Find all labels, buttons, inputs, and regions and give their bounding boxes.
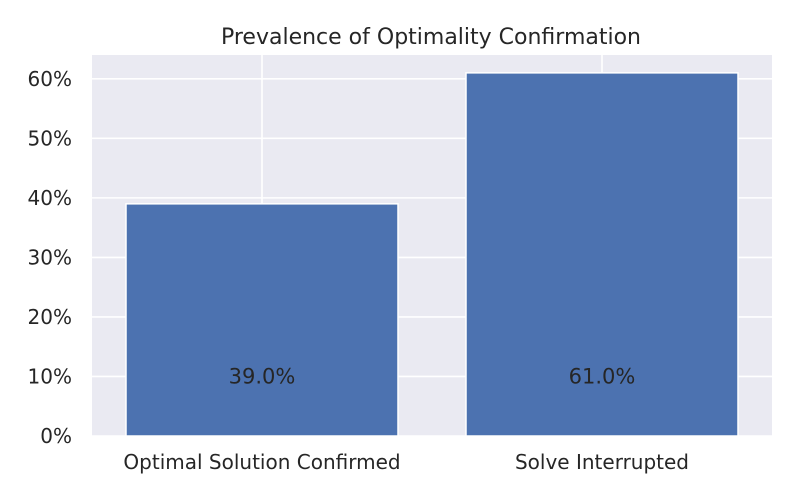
y-tick-label: 60% [28, 67, 72, 91]
y-tick-label: 40% [28, 186, 72, 210]
bar-value-label: 39.0% [229, 364, 296, 388]
bar [125, 203, 399, 437]
y-tick-label: 10% [28, 364, 72, 388]
y-tick-label: 0% [40, 424, 72, 448]
bar [465, 72, 739, 437]
y-tick-label: 50% [28, 126, 72, 150]
x-axis-ticks: Optimal Solution Confirmed Solve Interrup… [123, 450, 689, 474]
x-tick-label: Solve Interrupted [515, 450, 689, 474]
bar-value-label: 61.0% [569, 364, 636, 388]
bars [125, 72, 739, 437]
y-axis-ticks: 0% 10% 20% 30% 40% 50% 60% [28, 67, 72, 448]
x-tick-label: Optimal Solution Confirmed [123, 450, 400, 474]
data-labels: 39.0% 61.0% [229, 364, 636, 388]
y-tick-label: 30% [28, 245, 72, 269]
y-tick-label: 20% [28, 305, 72, 329]
chart-title: Prevalence of Optimality Confirmation [221, 25, 641, 50]
